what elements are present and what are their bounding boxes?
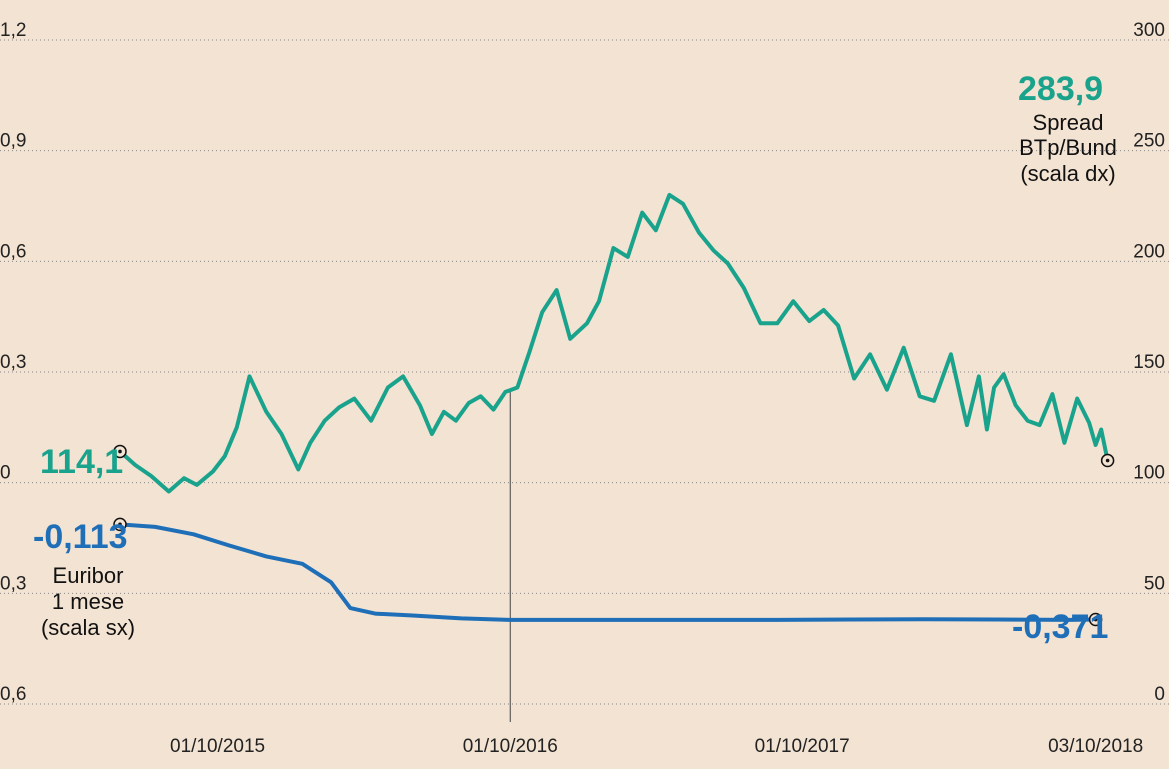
left-tick-label: 0 (0, 463, 11, 484)
left-tick-label: 0,3 (0, 573, 26, 594)
right-tick-label: 100 (1133, 463, 1165, 484)
right-tick-label: 50 (1144, 573, 1165, 594)
left-tick-label: 0,3 (0, 352, 26, 373)
spread-series-label-line3: (scala dx) (1020, 161, 1115, 186)
grid-layer (0, 39, 1169, 705)
spread-line (118, 192, 1110, 494)
left-tick-label: 0,6 (0, 241, 26, 262)
euribor-series-label-line1: Euribor (53, 563, 124, 588)
x-tick-label: 01/10/2017 (755, 736, 850, 757)
spread-end-label: 283,9 (1018, 70, 1103, 108)
series-layer (113, 192, 1115, 627)
spread-start-label: 114,1 (40, 443, 123, 481)
euribor-start-marker-dot (118, 522, 122, 527)
right-tick-label: 200 (1133, 241, 1165, 262)
right-tick-label: 300 (1133, 20, 1165, 41)
spread-start-marker-dot (118, 449, 122, 454)
spread-series-label-line2: BTp/Bund (1019, 135, 1117, 160)
euribor-start-label: -0,113 (33, 518, 128, 556)
x-tick-label: 01/10/2016 (463, 736, 558, 757)
euribor-end-label: -0,371 (1012, 608, 1108, 646)
right-tick-label: 250 (1133, 131, 1165, 152)
left-tick-label: 1,2 (0, 20, 26, 41)
euribor-series-label-line2: 1 mese (52, 589, 124, 614)
tick-layer: 1,2 0,9 0,6 0,3 0 0,3 0,6 300 250 200 150 100 50 0 01/… (0, 20, 1165, 757)
euribor-end-marker-dot (1093, 617, 1098, 622)
x-tick-label: 03/10/2018 (1048, 736, 1143, 757)
euribor-line (118, 522, 1098, 622)
left-tick-label: 0,6 (0, 684, 26, 705)
spread-end-marker-dot (1105, 458, 1110, 463)
x-tick-label: 01/10/2015 (170, 736, 265, 757)
euribor-series-label-line3: (scala sx) (41, 615, 135, 640)
right-tick-label: 0 (1154, 684, 1165, 705)
right-tick-label: 150 (1133, 352, 1165, 373)
spread-series-label-line1: Spread (1033, 110, 1104, 135)
left-tick-label: 0,9 (0, 131, 26, 152)
